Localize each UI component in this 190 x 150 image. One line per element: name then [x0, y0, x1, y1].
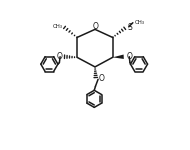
Text: O: O [99, 74, 104, 83]
Text: CH₃: CH₃ [135, 20, 145, 24]
Text: O: O [57, 52, 63, 61]
Polygon shape [113, 55, 124, 59]
Text: O: O [93, 22, 98, 31]
Text: O: O [127, 52, 133, 61]
Text: S: S [127, 23, 132, 32]
Text: CH₃: CH₃ [53, 24, 63, 29]
